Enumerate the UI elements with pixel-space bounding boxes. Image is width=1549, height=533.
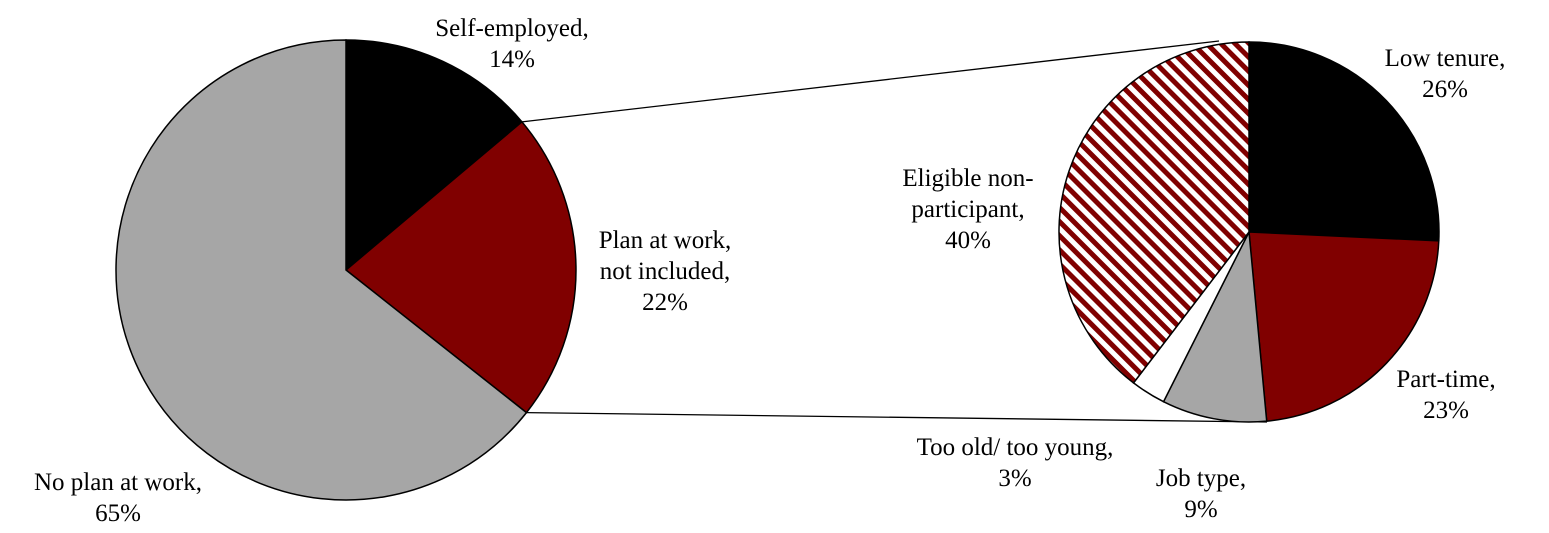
label-self-employed: Self-employed, 14% (435, 15, 588, 73)
label-too-old-too-young: Too old/ too young, 3% (917, 434, 1114, 492)
slice-eligible-non-participant (1058, 41, 1250, 384)
label-line: Low tenure, (1385, 45, 1506, 72)
label-line: 23% (1423, 397, 1469, 424)
label-line: 22% (642, 289, 688, 316)
label-low-tenure: Low tenure, 26% (1385, 45, 1506, 103)
label-job-type: Job type, 9% (1156, 465, 1246, 523)
slice-part-time (1248, 231, 1440, 422)
slice-labels: Self-employed, 14% Plan at work, not includ… (34, 15, 1505, 527)
label-line: 40% (945, 227, 991, 254)
label-line: Plan at work, (599, 227, 732, 254)
label-line: 9% (1184, 496, 1217, 523)
label-eligible-non-participant: Eligible non-participant, 40% (902, 165, 1033, 254)
breakdown-pie (1058, 41, 1440, 423)
label-line: 26% (1422, 76, 1468, 103)
label-plan-at-work-not-included: Plan at work, not included, 22% (599, 227, 732, 316)
slice-plan-at-work-not-included (344, 120, 577, 414)
slice-low-tenure (1248, 41, 1440, 242)
main-pie (115, 39, 577, 501)
label-line: 3% (998, 465, 1031, 492)
slice-self-employed (345, 39, 523, 272)
label-line: 14% (489, 46, 535, 73)
label-line: Too old/ too young, (917, 434, 1114, 461)
label-line: Part-time, (1396, 366, 1495, 393)
slice-no-plan-at-work (115, 39, 528, 501)
label-part-time: Part-time, 23% (1396, 366, 1495, 424)
label-line: Self-employed, (435, 15, 588, 42)
label-line: 65% (95, 500, 141, 527)
connector-lines (521, 40, 1268, 423)
label-line: participant, (911, 196, 1024, 223)
label-no-plan-at-work: No plan at work, 65% (34, 469, 202, 527)
label-line: not included, (600, 258, 731, 285)
connector-top (521, 40, 1220, 123)
label-line: No plan at work, (34, 469, 202, 496)
label-line: Job type, (1156, 465, 1246, 492)
connector-bottom (526, 411, 1268, 423)
slice-job-type (1162, 229, 1268, 423)
label-line: Eligible non- (902, 165, 1033, 192)
